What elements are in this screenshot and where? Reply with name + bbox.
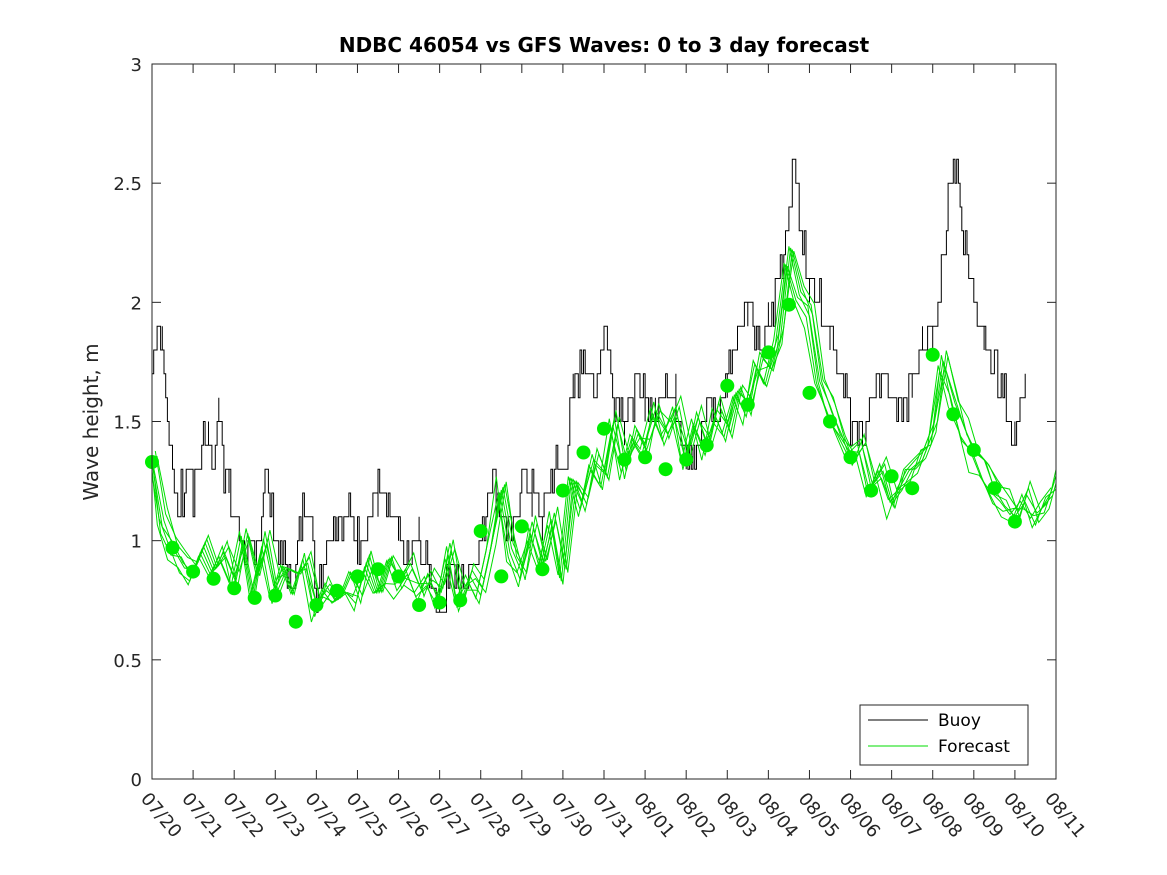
forecast-marker	[432, 595, 447, 610]
y-tick-label: 1.5	[113, 413, 142, 434]
forecast-marker	[925, 347, 940, 362]
forecast-marker	[329, 583, 344, 598]
legend-buoy-label: Buoy	[938, 711, 981, 731]
forecast-marker	[576, 445, 591, 460]
forecast-marker	[843, 450, 858, 465]
buoy-series-line	[152, 158, 1026, 613]
forecast-marker	[761, 345, 776, 360]
y-tick-label: 2.5	[113, 174, 142, 195]
y-tick-label: 0.5	[113, 651, 142, 672]
forecast-marker	[802, 385, 817, 400]
forecast-marker	[412, 598, 427, 612]
forecast-marker	[186, 564, 201, 579]
legend: Buoy Forecast	[859, 704, 1029, 766]
forecast-marker	[535, 562, 550, 577]
forecast-marker	[679, 452, 694, 467]
forecast-marker	[740, 397, 755, 412]
forecast-marker	[987, 481, 1002, 496]
forecast-marker	[227, 581, 242, 596]
forecast-marker	[453, 593, 468, 608]
forecast-marker	[699, 438, 714, 453]
forecast-marker	[720, 378, 735, 393]
chart-title: NDBC 46054 vs GFS Waves: 0 to 3 day fore…	[339, 33, 870, 57]
forecast-marker	[781, 297, 796, 312]
legend-forecast-label: Forecast	[938, 737, 1010, 757]
forecast-marker	[658, 462, 673, 477]
forecast-marker	[473, 524, 488, 539]
forecast-marker	[823, 414, 837, 429]
forecast-marker	[617, 452, 632, 467]
y-tick-label: 2	[131, 293, 142, 314]
y-axis-label: Wave height, m	[79, 343, 103, 500]
forecast-marker	[864, 483, 879, 498]
forecast-marker	[206, 571, 221, 586]
y-tick-label: 3	[131, 55, 142, 76]
forecast-marker	[884, 469, 899, 484]
y-tick-label: 0	[131, 770, 142, 791]
forecast-marker	[494, 569, 509, 584]
forecast-member-line-7	[156, 251, 1057, 608]
forecast-marker	[391, 569, 406, 584]
forecast-marker	[1007, 514, 1022, 529]
forecast-marker	[597, 421, 611, 436]
forecast-marker	[350, 569, 365, 584]
forecast-marker	[555, 483, 570, 498]
y-tick-label: 1	[131, 532, 142, 553]
plot-area	[152, 64, 1056, 779]
forecast-marker	[371, 562, 385, 577]
forecast-marker	[905, 481, 920, 496]
forecast-marker	[288, 614, 303, 629]
forecast-marker	[309, 598, 324, 612]
forecast-marker	[514, 519, 529, 534]
forecast-marker	[638, 450, 653, 465]
forecast-marker	[966, 443, 981, 458]
forecast-marker	[268, 588, 283, 603]
forecast-marker	[946, 407, 961, 422]
forecast-marker	[247, 590, 262, 605]
legend-box	[859, 704, 1029, 766]
forecast-marker	[165, 540, 180, 555]
plot-layer	[145, 158, 1057, 629]
